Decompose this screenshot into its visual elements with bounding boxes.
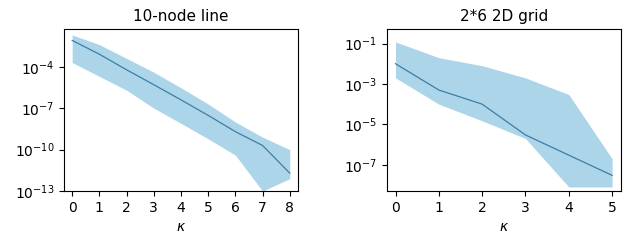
Title: 2*6 2D grid: 2*6 2D grid <box>460 9 548 24</box>
Title: 10-node line: 10-node line <box>133 9 228 24</box>
X-axis label: κ: κ <box>177 220 185 234</box>
X-axis label: κ: κ <box>500 220 508 234</box>
